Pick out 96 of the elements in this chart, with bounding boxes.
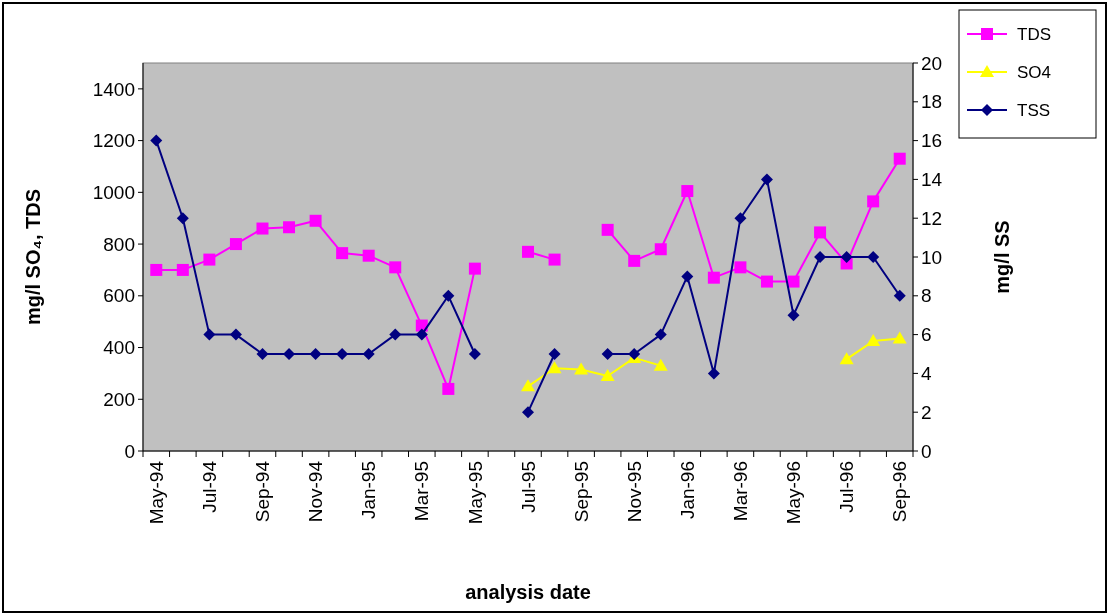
y-tick-label: 200 — [103, 388, 135, 410]
y2-axis-title: mg/l SS — [991, 220, 1013, 294]
y-tick-label: 1000 — [92, 181, 135, 203]
point — [548, 348, 561, 360]
point — [707, 271, 720, 284]
point — [839, 352, 854, 365]
point — [734, 261, 747, 274]
point — [760, 173, 773, 186]
legend-label: TDS — [1017, 24, 1051, 44]
y2-tick-label: 8 — [921, 285, 932, 307]
y-tick-label: 1400 — [92, 78, 135, 100]
y2-tick-label: 6 — [921, 324, 932, 346]
point — [468, 348, 481, 360]
y2-tick-label: 10 — [921, 246, 943, 268]
point — [389, 261, 402, 274]
point — [654, 328, 667, 341]
point — [362, 348, 375, 360]
point — [654, 243, 667, 256]
point — [229, 328, 242, 341]
point — [442, 382, 455, 395]
point — [760, 275, 773, 288]
legend-label: SO4 — [1017, 62, 1052, 82]
point — [548, 253, 561, 266]
x-tick-label: Nov-94 — [305, 460, 327, 523]
point — [600, 368, 615, 381]
point — [468, 262, 481, 275]
y-axis-title: mg/l SO₄, TDS — [22, 188, 44, 326]
x-tick-label: Jul-95 — [517, 461, 539, 513]
y2-tick-label: 16 — [921, 130, 943, 152]
x-tick-label: Jul-96 — [836, 461, 858, 513]
y2-tick-label: 4 — [921, 363, 932, 385]
y-tick-label: 0 — [124, 440, 135, 462]
x-tick-label: May-96 — [783, 461, 805, 525]
point — [601, 223, 614, 236]
point — [653, 358, 668, 371]
point — [681, 270, 694, 283]
point — [522, 406, 534, 419]
y2-tick-label: 12 — [921, 207, 943, 229]
point — [203, 253, 216, 266]
y2-tick-label: 14 — [921, 169, 943, 191]
y-tick-label: 800 — [103, 233, 135, 255]
y2-tick-label: 20 — [921, 52, 943, 74]
x-tick-label: Sep-95 — [570, 461, 592, 523]
point — [866, 334, 881, 347]
point — [601, 348, 614, 360]
point — [787, 309, 800, 322]
point — [415, 328, 428, 341]
point — [893, 289, 906, 302]
y2-tick-label: 2 — [921, 401, 932, 423]
x-tick-label: Mar-96 — [730, 461, 752, 522]
point — [150, 263, 163, 276]
point — [256, 222, 269, 235]
x-tick-label: May-95 — [464, 461, 486, 525]
x-tick-label: Jul-94 — [199, 460, 221, 513]
point — [893, 152, 906, 165]
point — [522, 245, 534, 258]
point — [362, 249, 375, 262]
point — [389, 328, 402, 341]
point — [176, 212, 189, 225]
point — [203, 328, 216, 341]
point — [547, 361, 562, 374]
y-tick-label: 1200 — [92, 130, 135, 152]
point — [309, 348, 322, 360]
point — [336, 247, 349, 260]
point — [892, 331, 907, 344]
y-tick-label: 600 — [103, 285, 135, 307]
point — [150, 134, 163, 147]
point — [442, 289, 455, 302]
point — [256, 348, 269, 360]
point — [176, 263, 189, 276]
point — [628, 254, 641, 267]
x-tick-label: Sep-94 — [252, 460, 274, 523]
x-tick-label: Mar-95 — [411, 461, 433, 522]
point — [787, 275, 800, 288]
x-tick-label: Nov-95 — [623, 461, 645, 523]
point — [734, 212, 747, 225]
y2-tick-label: 18 — [921, 91, 943, 113]
point — [309, 214, 322, 227]
x-tick-label: Sep-96 — [889, 461, 911, 523]
point — [867, 195, 880, 208]
point — [574, 362, 589, 375]
point — [814, 226, 827, 239]
point — [229, 238, 242, 251]
y2-tick-label: 0 — [921, 440, 932, 462]
point — [707, 367, 720, 380]
x-axis-title: analysis date — [465, 581, 591, 603]
point — [681, 185, 694, 198]
x-tick-label: May-94 — [145, 460, 167, 525]
point — [840, 251, 853, 263]
x-tick-label: Jan-95 — [358, 461, 380, 520]
x-tick-label: Jan-96 — [676, 461, 698, 520]
legend-label: TSS — [1017, 100, 1051, 120]
y-tick-label: 400 — [103, 337, 135, 359]
point — [867, 251, 880, 263]
point — [283, 221, 296, 234]
point — [521, 379, 535, 392]
